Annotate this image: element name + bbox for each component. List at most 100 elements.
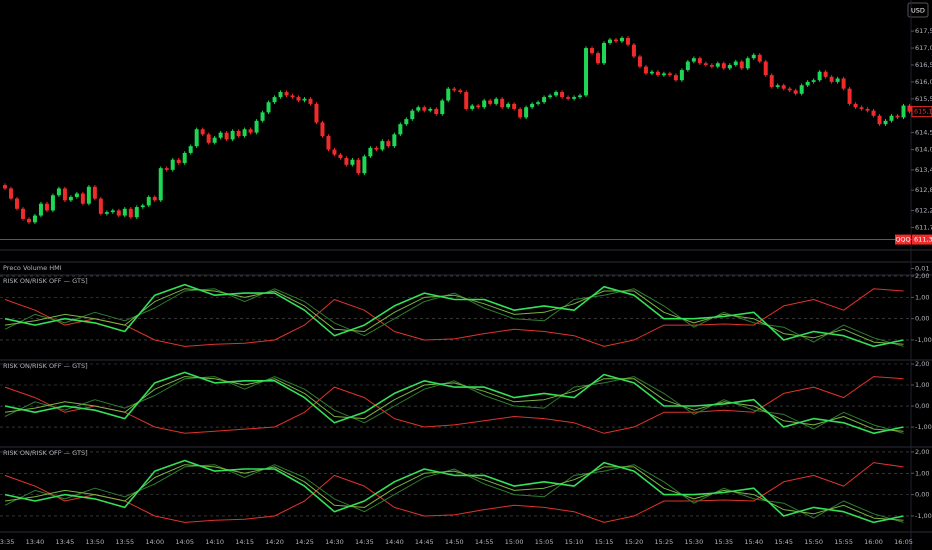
x-tick-label: 14:20 [265, 538, 284, 546]
indicator-line [4, 288, 904, 345]
candle-body [721, 63, 726, 69]
y-tick-label: 1,00 [915, 293, 929, 301]
currency: USD [911, 7, 925, 15]
candle-body [314, 103, 319, 123]
candle-body [350, 159, 355, 165]
candle-body [32, 215, 37, 223]
candle-body [530, 103, 535, 108]
candle-body [661, 73, 666, 76]
candle-body [566, 97, 571, 99]
candle-body [296, 97, 301, 101]
x-tick-label: 14:30 [325, 538, 344, 546]
candle-body [889, 115, 894, 121]
candle-body [673, 75, 678, 81]
candle-body [775, 85, 780, 87]
x-tick-label: 14:45 [415, 538, 434, 546]
y-tick-label: 0,01 [915, 265, 929, 273]
candle-body [793, 90, 798, 94]
candle-body [266, 102, 271, 113]
candle-body [326, 136, 331, 150]
y-tick-label: 1,00 [915, 381, 929, 389]
candle-body [823, 71, 828, 77]
indicator-line [4, 288, 904, 347]
candle-body [368, 147, 373, 157]
pane-title: RISK ON/RISK OFF — GTS] [3, 362, 88, 370]
candle-body [727, 64, 732, 69]
candle-body [200, 129, 205, 135]
x-tick-label: 16:00 [864, 538, 883, 546]
candle-body [512, 103, 517, 109]
candle-body [320, 122, 325, 137]
candle-body [278, 92, 283, 98]
candle-body [781, 85, 786, 89]
y-tick-label: 1,00 [915, 469, 929, 477]
candle-body [122, 208, 127, 216]
y-tick-label: 616,50 [915, 61, 932, 69]
candle-body [398, 124, 403, 135]
candle-body [667, 73, 672, 76]
candle-body [458, 90, 463, 93]
candle-body [607, 39, 612, 43]
candle-body [751, 54, 756, 59]
x-tick-label: 15:20 [625, 538, 644, 546]
candle-body [697, 58, 702, 64]
candle-body [260, 112, 265, 121]
indicator-line [4, 283, 904, 348]
candle-body [116, 210, 121, 216]
candle-body [374, 147, 379, 150]
x-tick-label: 15:05 [535, 538, 554, 546]
currency-box[interactable] [907, 2, 929, 18]
candle-body [877, 115, 882, 125]
x-tick-label: 14:50 [445, 538, 464, 546]
candle-body [164, 168, 169, 170]
candle-body [625, 37, 630, 45]
candle-body [560, 92, 565, 98]
candle-body [110, 210, 115, 213]
candle-body [506, 103, 511, 108]
candle-body [811, 80, 816, 82]
candle-body [416, 107, 421, 111]
pane-title: RISK ON/RISK OFF — GTS] [3, 449, 88, 457]
candle-body [895, 115, 900, 118]
x-tick-label: 13:40 [26, 538, 45, 546]
x-tick-label: 15:35 [714, 538, 733, 546]
x-tick-label: 13:35 [0, 538, 14, 546]
last-price-badge [911, 106, 932, 118]
candle-body [871, 110, 876, 116]
candle-body [494, 98, 499, 104]
candle-body [542, 97, 547, 103]
candle-body [829, 76, 834, 82]
candle-body [685, 61, 690, 71]
candle-body [212, 137, 217, 143]
x-tick-label: 14:15 [235, 538, 254, 546]
candle-body [745, 58, 750, 69]
candle-body [50, 195, 55, 211]
x-tick-label: 13:50 [85, 538, 104, 546]
candle-body [242, 129, 247, 137]
candle-body [134, 207, 139, 218]
candle-body [643, 66, 648, 74]
y-tick-label: 611,70 [915, 223, 932, 231]
candle-body [853, 103, 858, 108]
x-tick-label: 15:30 [684, 538, 703, 546]
candle-body [548, 95, 553, 98]
x-tick-label: 14:55 [475, 538, 494, 546]
candle-body [769, 75, 774, 87]
last-price-label: 615,12 [914, 108, 932, 116]
x-tick-label: 14:35 [355, 538, 374, 546]
candle-body [14, 198, 19, 209]
candle-body [715, 63, 720, 67]
x-tick-label: 15:40 [744, 538, 763, 546]
candle-body [170, 159, 175, 170]
indicator-line [4, 376, 904, 434]
candle-body [98, 198, 103, 214]
indicator-line [4, 464, 904, 521]
candle-body [20, 208, 25, 219]
candle-body [3, 185, 7, 189]
candle-body [434, 108, 439, 115]
y-tick-label: 0,00 [915, 402, 929, 410]
candle-body [248, 129, 253, 133]
candle-body [188, 146, 193, 153]
candle-body [554, 92, 559, 96]
